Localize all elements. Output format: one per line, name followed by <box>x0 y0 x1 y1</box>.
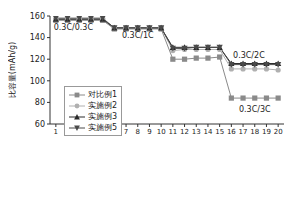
svg-text:80: 80 <box>35 98 45 107</box>
svg-text:16: 16 <box>227 128 236 136</box>
svg-text:17: 17 <box>239 128 248 136</box>
svg-text:6: 6 <box>112 128 117 136</box>
svg-text:8: 8 <box>136 128 140 136</box>
svg-text:18: 18 <box>250 128 259 136</box>
svg-text:100: 100 <box>30 77 45 86</box>
svg-text:4: 4 <box>89 128 94 136</box>
svg-text:20: 20 <box>274 128 283 136</box>
svg-text:15: 15 <box>215 128 224 136</box>
svg-text:1: 1 <box>54 128 58 136</box>
svg-text:60: 60 <box>35 120 45 129</box>
svg-text:比容量(mAh/g): 比容量(mAh/g) <box>8 42 17 98</box>
svg-text:3: 3 <box>77 128 81 136</box>
svg-text:0.3C/1C: 0.3C/1C <box>122 31 154 40</box>
svg-text:9: 9 <box>147 128 151 136</box>
svg-text:19: 19 <box>262 128 271 136</box>
svg-text:120: 120 <box>30 55 45 64</box>
svg-text:10: 10 <box>157 128 166 136</box>
svg-text:0.3C/0.3C: 0.3C/0.3C <box>54 23 94 32</box>
svg-text:140: 140 <box>30 33 45 42</box>
svg-text:11: 11 <box>168 128 177 136</box>
svg-text:160: 160 <box>30 12 45 21</box>
svg-text:13: 13 <box>192 128 201 136</box>
svg-text:2: 2 <box>65 128 69 136</box>
svg-text:5: 5 <box>100 128 104 136</box>
svg-text:7: 7 <box>124 128 128 136</box>
svg-text:12: 12 <box>180 128 189 136</box>
svg-text:14: 14 <box>203 128 212 136</box>
svg-text:0.3C/2C: 0.3C/2C <box>233 51 265 60</box>
svg-text:0.3C/3C: 0.3C/3C <box>239 105 271 114</box>
